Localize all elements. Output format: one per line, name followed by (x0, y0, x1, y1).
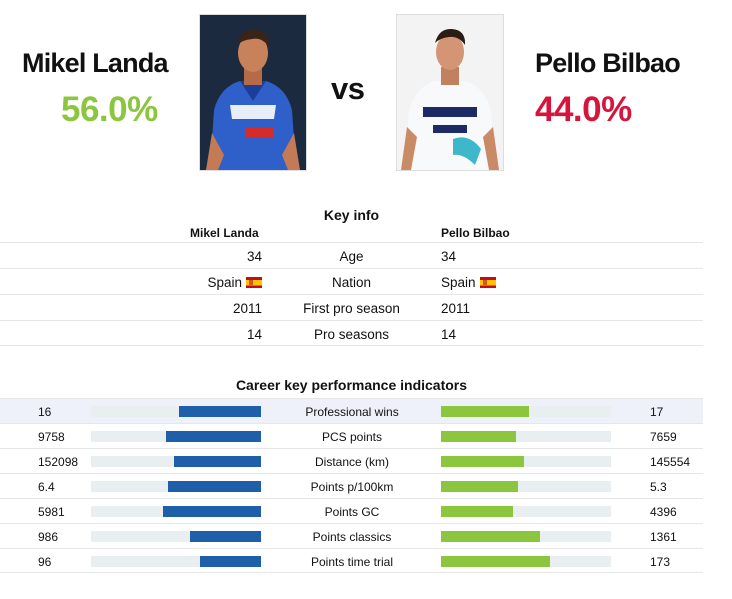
kpi-right-bar (441, 506, 513, 517)
kpi-label: Distance (km) (314, 455, 389, 469)
key-info-label: First pro season (303, 301, 400, 316)
right-rider-photo[interactable] (396, 14, 504, 171)
key-info-right-value: 14 (441, 327, 456, 342)
kpi-right-bar (441, 456, 524, 467)
kpi-right-bar (441, 556, 550, 567)
right-rider-percentage: 44.0% (535, 90, 632, 129)
kpi-table: 16 Professional wins 17 9758 PCS points 7659 1… (0, 398, 703, 573)
key-info-left-text: 34 (246, 249, 262, 264)
kpi-row: 9758 PCS points 7659 (0, 423, 703, 448)
key-info-left-value: 2011 (233, 301, 262, 316)
kpi-left-bar-track (91, 531, 261, 542)
key-info-left-text: 2011 (232, 301, 262, 316)
rider-photo-blue-kit-icon (200, 15, 306, 170)
key-info-left-text: 14 (246, 327, 262, 342)
kpi-right-value: 173 (650, 555, 671, 569)
kpi-label: PCS points (321, 430, 383, 444)
kpi-right-bar-track (441, 481, 611, 492)
key-info-right-text: Spain (441, 275, 476, 290)
kpi-left-value: 16 (38, 405, 52, 419)
key-info-row: Spain Nation Spain (0, 268, 703, 294)
spain-flag-icon (479, 277, 496, 288)
key-info-left-rider[interactable]: Mikel Landa (190, 226, 259, 240)
kpi-right-bar (441, 406, 529, 417)
versus-label: vs (331, 71, 365, 106)
kpi-right-bar-track (441, 431, 611, 442)
key-info-left-value: 34 (247, 249, 262, 264)
kpi-left-bar (166, 431, 261, 442)
key-info-row: 34 Age 34 (0, 242, 703, 268)
key-info-right-value: Spain (441, 275, 496, 290)
kpi-left-bar-track (91, 506, 261, 517)
kpi-left-bar-track (91, 481, 261, 492)
kpi-right-value: 4396 (650, 505, 677, 519)
rider-photo-white-kit-icon (397, 15, 503, 170)
key-info-right-rider[interactable]: Pello Bilbao (441, 226, 510, 240)
key-info-left-text: Spain (207, 275, 242, 290)
kpi-left-value: 6.4 (38, 480, 55, 494)
kpi-left-value: 152098 (38, 455, 79, 469)
key-info-label: Pro seasons (313, 327, 390, 342)
key-info-label: Age (339, 249, 364, 264)
kpi-right-bar (441, 481, 518, 492)
kpi-right-bar-track (441, 556, 611, 567)
left-rider-photo[interactable] (199, 14, 307, 171)
kpi-label: Professional wins (305, 405, 399, 419)
kpi-right-bar-track (441, 506, 611, 517)
key-info-header: Mikel Landa Pello Bilbao (0, 226, 703, 242)
key-info-row: 14 Pro seasons 14 (0, 320, 703, 346)
key-info-table: Mikel Landa Pello Bilbao 34 Age 34 Spain Nat… (0, 226, 703, 346)
kpi-left-bar-track (91, 456, 261, 467)
key-info-left-value: Spain (207, 275, 262, 290)
kpi-left-bar-track (91, 431, 261, 442)
kpi-left-bar (163, 506, 261, 517)
kpi-label: Points p/100km (310, 480, 394, 494)
kpi-row: 16 Professional wins 17 (0, 398, 703, 423)
kpi-label: Points time trial (310, 555, 394, 569)
kpi-row: 6.4 Points p/100km 5.3 (0, 473, 703, 498)
right-rider-name[interactable]: Pello Bilbao (535, 48, 681, 78)
kpi-right-value: 5.3 (650, 480, 667, 494)
key-info-right-text: 2011 (441, 301, 471, 316)
key-info-right-value: 34 (441, 249, 456, 264)
comparison-header: Mikel Landa 56.0% vs (0, 0, 732, 190)
kpi-left-value: 986 (38, 530, 59, 544)
key-info-right-text: 14 (441, 327, 457, 342)
left-rider-percentage: 56.0% (61, 90, 158, 129)
kpi-row: 96 Points time trial 173 (0, 548, 703, 573)
kpi-left-bar (168, 481, 261, 492)
spain-flag-icon (246, 277, 262, 288)
kpi-left-bar (190, 531, 261, 542)
kpi-right-value: 1361 (650, 530, 677, 544)
kpi-right-value: 145554 (650, 455, 691, 469)
key-info-right-text: 34 (441, 249, 457, 264)
kpi-left-bar-track (91, 556, 261, 567)
kpi-row: 986 Points classics 1361 (0, 523, 703, 548)
kpi-row: 152098 Distance (km) 145554 (0, 448, 703, 473)
kpi-left-bar (179, 406, 261, 417)
kpi-right-value: 17 (650, 405, 664, 419)
kpi-right-value: 7659 (650, 430, 677, 444)
kpi-left-value: 5981 (38, 505, 65, 519)
kpi-left-value: 9758 (38, 430, 65, 444)
kpi-row: 5981 Points GC 4396 (0, 498, 703, 523)
kpi-left-bar-track (91, 406, 261, 417)
kpi-left-value: 96 (38, 555, 52, 569)
kpi-label: Points classics (312, 530, 392, 544)
key-info-right-value: 2011 (441, 301, 470, 316)
kpi-label: Points GC (324, 505, 380, 519)
kpi-right-bar (441, 431, 516, 442)
left-rider-name[interactable]: Mikel Landa (22, 48, 169, 78)
kpi-left-bar (174, 456, 261, 467)
kpi-title: Career key performance indicators (235, 377, 468, 393)
key-info-title: Key info (323, 207, 380, 223)
key-info-label: Nation (331, 275, 372, 290)
kpi-right-bar (441, 531, 540, 542)
kpi-right-bar-track (441, 406, 611, 417)
kpi-right-bar-track (441, 456, 611, 467)
key-info-left-value: 14 (247, 327, 262, 342)
key-info-row: 2011 First pro season 2011 (0, 294, 703, 320)
kpi-right-bar-track (441, 531, 611, 542)
kpi-left-bar (200, 556, 261, 567)
